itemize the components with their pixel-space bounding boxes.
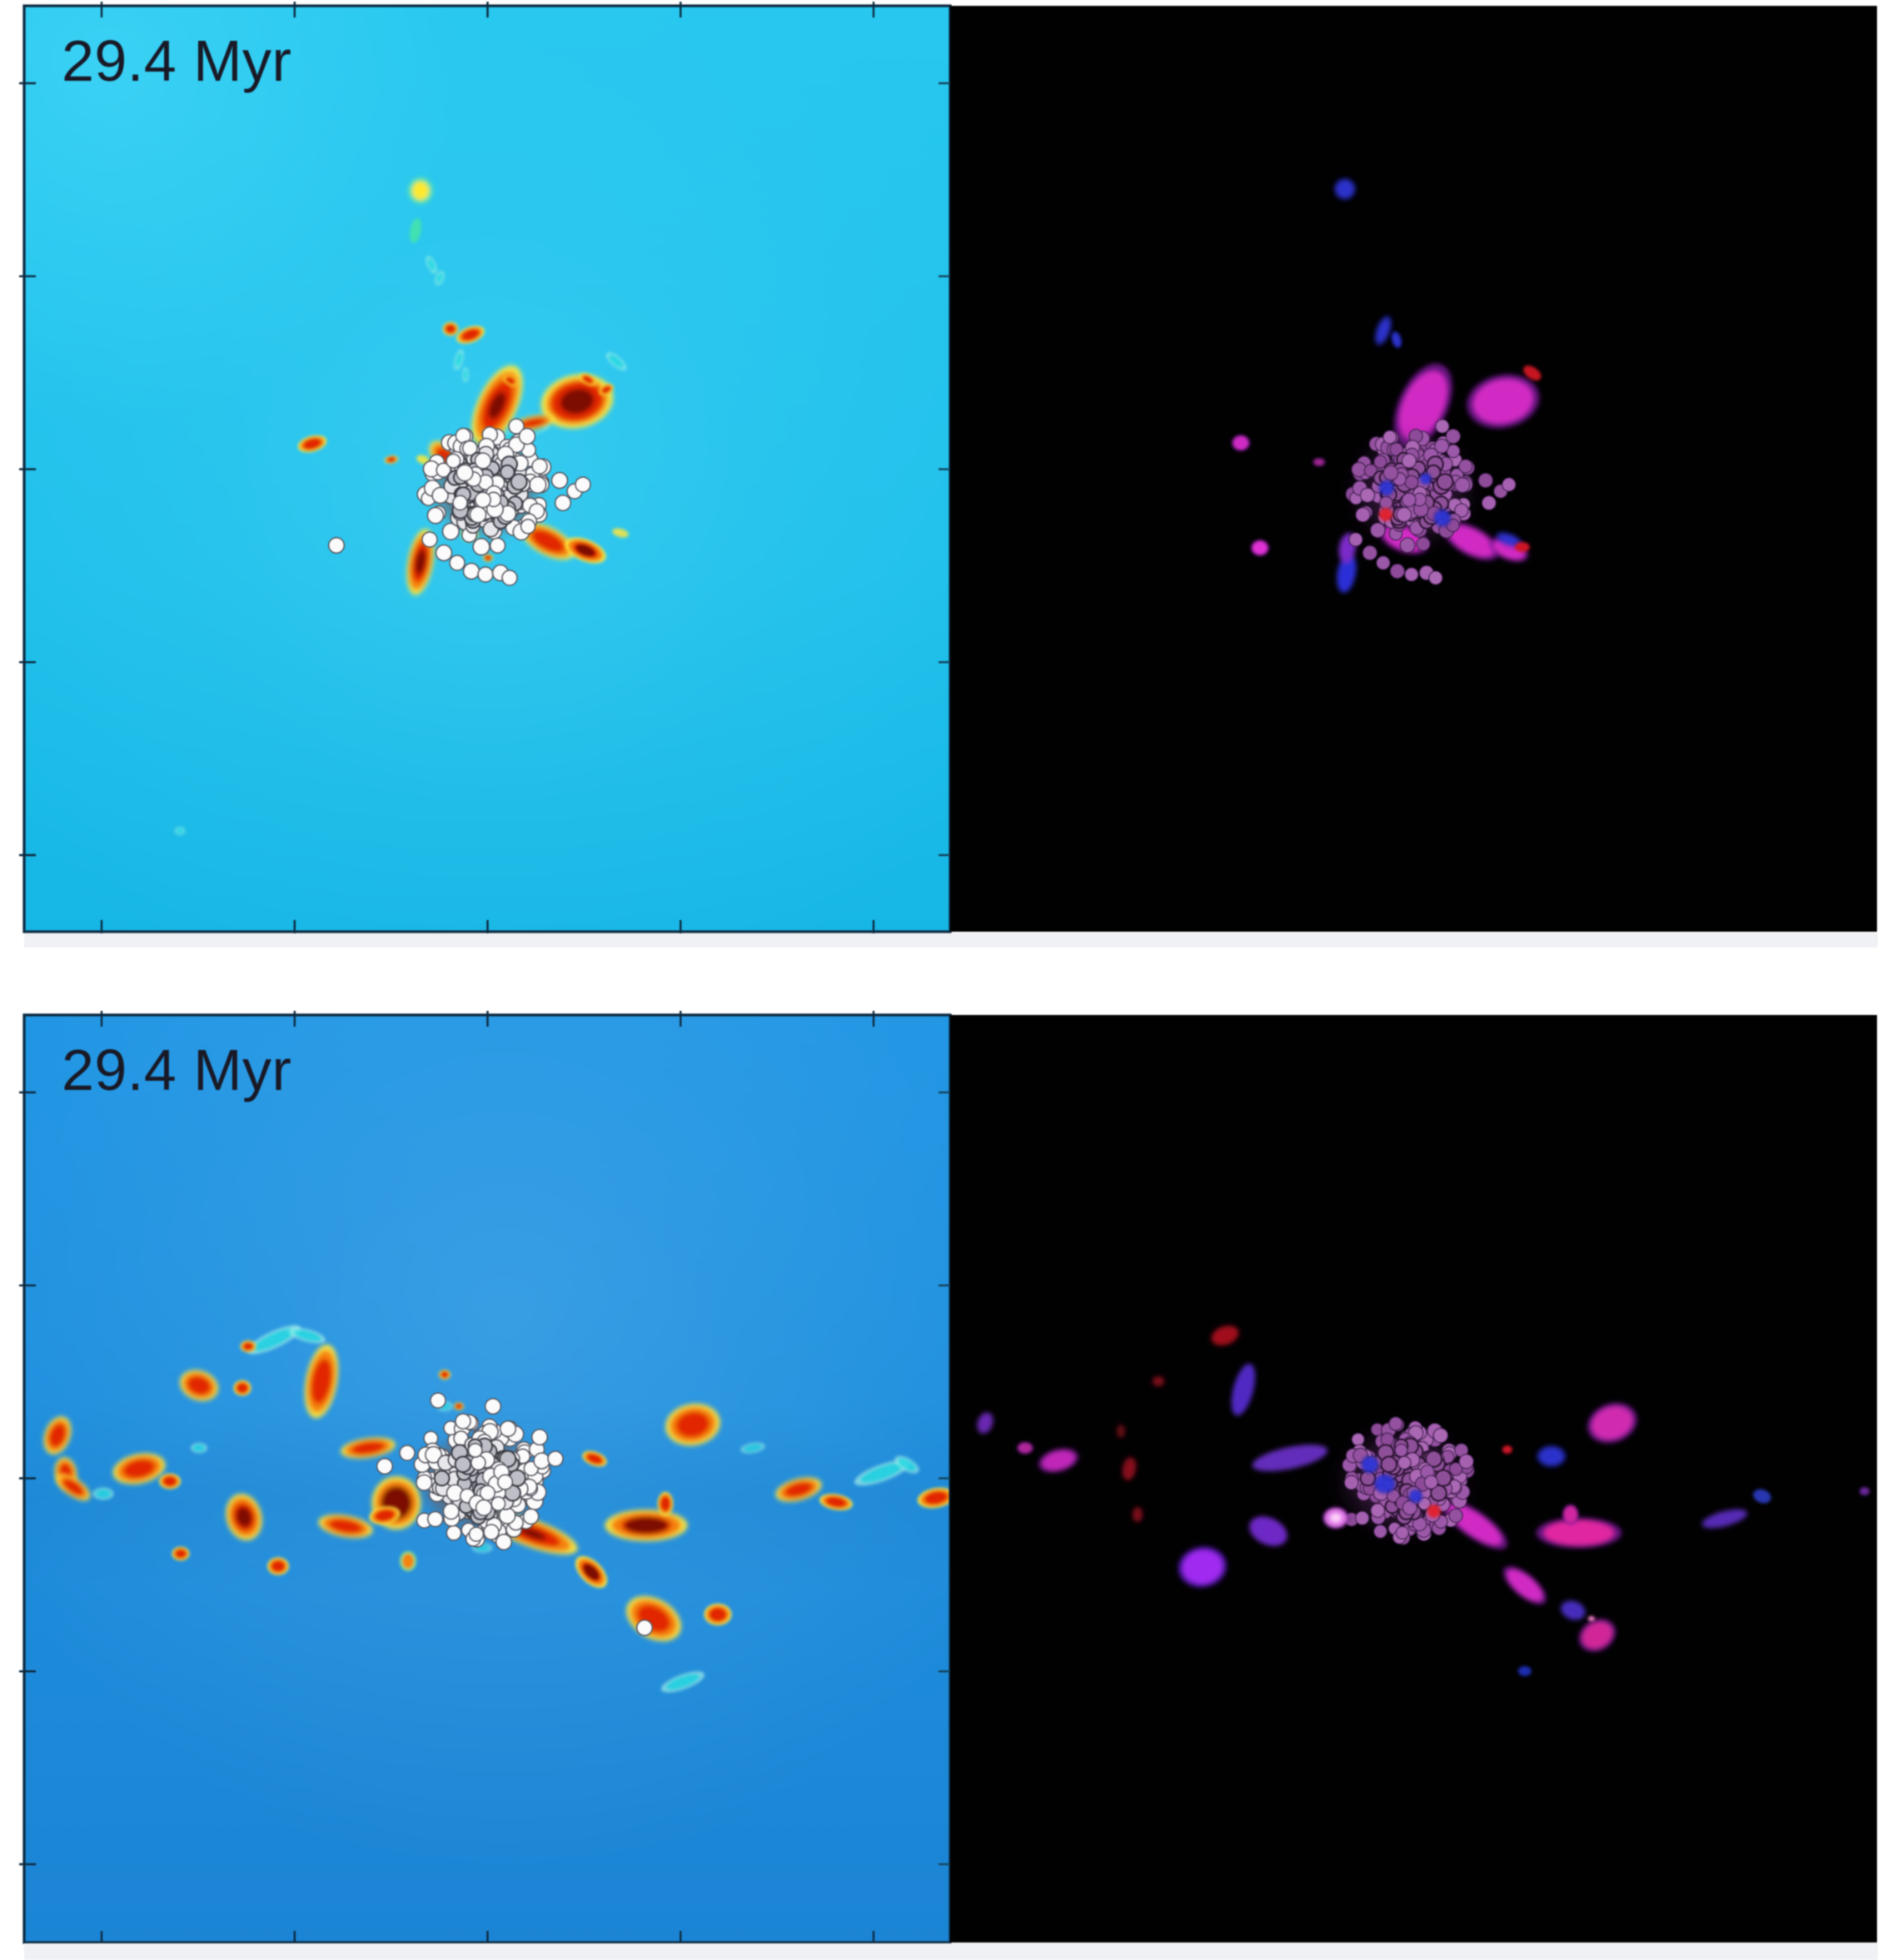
svg-text:29.4 Myr: 29.4 Myr (62, 1037, 291, 1102)
svg-text:29.4 Myr: 29.4 Myr (62, 28, 291, 93)
